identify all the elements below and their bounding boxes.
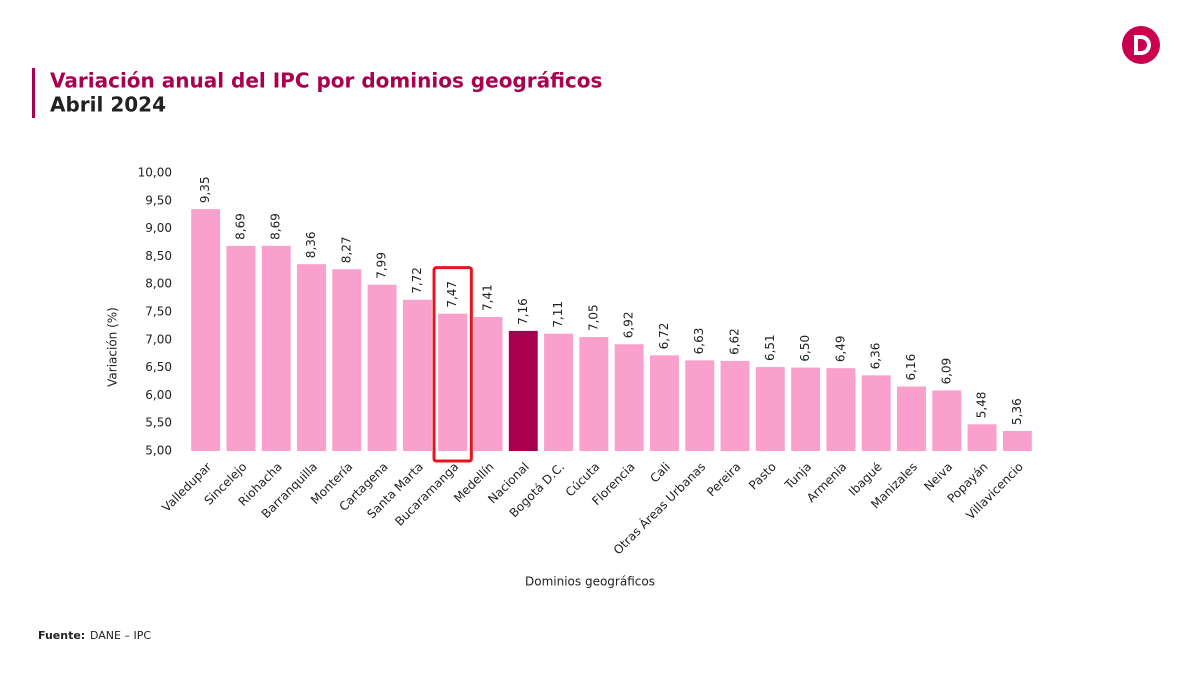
bar xyxy=(685,360,715,451)
value-label: 9,35 xyxy=(198,176,212,203)
value-label: 6,51 xyxy=(763,334,777,361)
bar xyxy=(967,424,997,451)
highlight-box xyxy=(432,266,473,463)
bar xyxy=(438,313,468,451)
bar xyxy=(1002,430,1032,451)
chart-subtitle: Abril 2024 xyxy=(50,93,166,117)
bar xyxy=(932,390,962,451)
value-label: 7,05 xyxy=(586,304,600,331)
logo-glyph xyxy=(1134,35,1151,55)
value-label: 8,27 xyxy=(339,236,353,263)
y-tick-label: 5,50 xyxy=(145,416,172,430)
y-tick-label: 8,50 xyxy=(145,249,172,263)
bar xyxy=(720,360,750,451)
logo xyxy=(1122,26,1160,64)
y-tick-label: 7,00 xyxy=(145,332,172,346)
value-label: 8,69 xyxy=(269,213,283,240)
y-tick-label: 5,00 xyxy=(145,444,172,458)
value-label: 7,41 xyxy=(480,284,494,311)
bar xyxy=(614,344,644,451)
value-label: 8,69 xyxy=(233,213,247,240)
value-label: 6,16 xyxy=(904,354,918,381)
bar xyxy=(508,330,538,451)
bar xyxy=(579,337,609,451)
y-axis-label: Variación (%) xyxy=(106,307,120,387)
value-label: 6,63 xyxy=(692,328,706,355)
value-label: 6,62 xyxy=(728,328,742,355)
value-label: 6,50 xyxy=(798,335,812,362)
bar xyxy=(226,245,256,451)
value-label: 6,36 xyxy=(869,343,883,370)
bar xyxy=(791,367,821,451)
y-tick-label: 9,50 xyxy=(145,193,172,207)
value-label: 7,47 xyxy=(445,281,459,308)
y-tick-label: 7,50 xyxy=(145,305,172,319)
bar xyxy=(297,264,326,451)
bar xyxy=(191,209,221,451)
bar xyxy=(367,284,397,451)
y-tick-label: 8,00 xyxy=(145,277,172,291)
value-label: 5,36 xyxy=(1010,398,1024,425)
value-label: 6,92 xyxy=(622,312,636,339)
bar xyxy=(332,269,362,451)
bar xyxy=(861,375,891,451)
bar xyxy=(755,367,785,451)
value-label: 6,09 xyxy=(939,358,953,385)
bar xyxy=(473,317,503,451)
title-accent xyxy=(32,68,35,118)
bar xyxy=(826,368,856,451)
source-label: Fuente: xyxy=(38,629,85,642)
value-label: 7,99 xyxy=(375,252,389,279)
y-tick-label: 10,00 xyxy=(138,166,172,180)
y-tick-label: 9,00 xyxy=(145,221,172,235)
value-label: 5,48 xyxy=(975,392,989,419)
value-label: 7,11 xyxy=(551,301,565,328)
value-label: 6,72 xyxy=(657,323,671,350)
logo-circle xyxy=(1122,26,1160,64)
value-label: 8,36 xyxy=(304,231,318,258)
y-tick-label: 6,50 xyxy=(145,360,172,374)
bar xyxy=(649,355,679,451)
value-label: 6,49 xyxy=(833,335,847,362)
bar xyxy=(544,333,574,451)
x-axis-label: Dominios geográficos xyxy=(525,575,655,589)
chart-title: Variación anual del IPC por dominios geo… xyxy=(50,69,602,93)
bar xyxy=(261,245,291,451)
value-label: 7,72 xyxy=(410,267,424,294)
y-tick-label: 6,00 xyxy=(145,388,172,402)
bar xyxy=(897,386,926,451)
source: DANE – IPC xyxy=(90,629,151,642)
value-label: 7,16 xyxy=(516,298,530,325)
bar xyxy=(402,299,432,451)
